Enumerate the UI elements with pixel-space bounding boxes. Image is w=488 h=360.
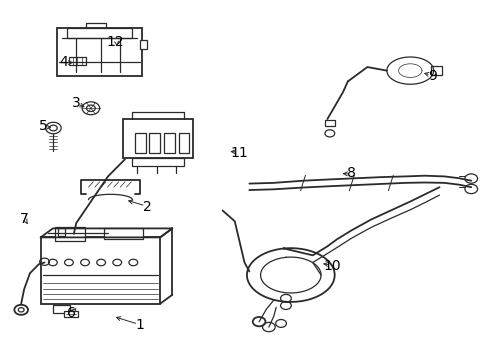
- Bar: [122, 119, 193, 158]
- Text: 4: 4: [60, 55, 68, 69]
- Text: 11: 11: [230, 146, 248, 160]
- Bar: [132, 158, 183, 166]
- Bar: [69, 57, 86, 65]
- Bar: [41, 237, 160, 304]
- Text: 1: 1: [135, 318, 144, 332]
- Bar: [163, 134, 174, 153]
- Bar: [64, 311, 78, 317]
- Bar: [149, 134, 160, 153]
- Text: 3: 3: [72, 96, 81, 110]
- Bar: [53, 305, 70, 313]
- Text: 2: 2: [142, 200, 151, 214]
- Text: 7: 7: [20, 212, 28, 226]
- Bar: [58, 228, 65, 235]
- Text: 10: 10: [323, 259, 341, 273]
- Bar: [140, 40, 147, 49]
- Bar: [104, 228, 143, 239]
- Bar: [135, 134, 145, 153]
- Text: 8: 8: [346, 166, 355, 180]
- Bar: [430, 66, 441, 75]
- Text: 9: 9: [427, 69, 436, 83]
- Bar: [178, 134, 189, 153]
- Bar: [66, 28, 132, 39]
- Bar: [325, 120, 334, 126]
- Text: 5: 5: [39, 119, 48, 133]
- Bar: [57, 28, 142, 76]
- Text: 6: 6: [67, 306, 76, 320]
- Bar: [55, 226, 84, 241]
- Text: 12: 12: [106, 35, 124, 49]
